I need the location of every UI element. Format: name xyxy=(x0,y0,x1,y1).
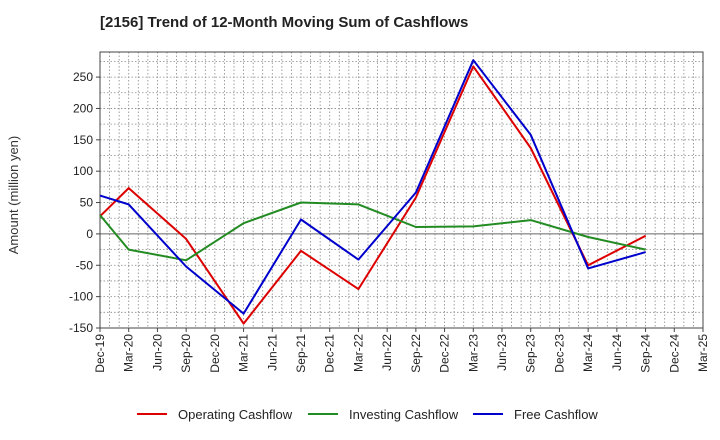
series-lines xyxy=(99,59,647,325)
y-tick-label: 0 xyxy=(86,227,93,241)
y-tick-label: 200 xyxy=(73,101,93,115)
series-line-1 xyxy=(99,65,647,325)
x-tick-label: Mar-20 xyxy=(122,334,136,372)
x-tick-label: Dec-19 xyxy=(93,334,107,373)
y-tick-label: -100 xyxy=(69,290,93,304)
y-tick-label: 250 xyxy=(73,70,93,84)
series-line-2 xyxy=(99,201,646,262)
x-tick-label: Sep-23 xyxy=(524,334,538,373)
x-tick-label: Sep-21 xyxy=(294,334,308,373)
x-tick-label: Jun-24 xyxy=(610,334,624,371)
y-tick-label: -150 xyxy=(69,321,93,335)
y-tick-label: 50 xyxy=(80,196,94,210)
x-tick-label: Mar-24 xyxy=(581,334,595,372)
chart-title: [2156] Trend of 12-Month Moving Sum of C… xyxy=(100,14,469,31)
x-tick-label: Dec-22 xyxy=(438,334,452,373)
x-tick-label: Jun-20 xyxy=(150,334,164,371)
x-tick-label: Mar-21 xyxy=(237,334,251,372)
x-tick-label: Dec-21 xyxy=(323,334,337,373)
legend-label-2: Investing Cashflow xyxy=(349,407,459,422)
x-tick-label: Mar-25 xyxy=(696,334,710,372)
x-tick-label: Dec-24 xyxy=(667,334,681,373)
series-line-3 xyxy=(99,59,646,315)
plot-frame xyxy=(99,51,704,329)
x-tick-label: Mar-23 xyxy=(466,334,480,372)
legend-label-1: Operating Cashflow xyxy=(178,407,293,422)
x-tick-label: Mar-22 xyxy=(351,334,365,372)
legend: Operating Cashflow Investing Cashflow Free… xyxy=(137,407,598,422)
y-axis-title: Amount (million yen) xyxy=(6,136,21,255)
x-tick-label: Dec-23 xyxy=(552,334,566,373)
y-tick-label: -50 xyxy=(76,258,94,272)
x-tick-label: Jun-21 xyxy=(265,334,279,371)
x-tick-label: Jun-23 xyxy=(495,334,509,371)
y-tick-label: 100 xyxy=(73,164,93,178)
x-tick-label: Jun-22 xyxy=(380,334,394,371)
x-tick-label: Dec-20 xyxy=(208,334,222,373)
legend-label-3: Free Cashflow xyxy=(514,407,598,422)
x-tick-label: Sep-24 xyxy=(639,334,653,373)
x-tick-label: Sep-22 xyxy=(409,334,423,373)
x-tick-label: Sep-20 xyxy=(179,334,193,373)
y-tick-label: 150 xyxy=(73,133,93,147)
grid xyxy=(100,52,703,329)
